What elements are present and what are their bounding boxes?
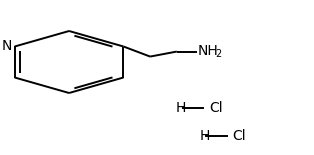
Text: 2: 2: [215, 49, 222, 59]
Text: H: H: [199, 129, 210, 143]
Text: H: H: [176, 102, 186, 115]
Text: Cl: Cl: [232, 129, 246, 143]
Text: NH: NH: [198, 44, 219, 58]
Text: N: N: [2, 39, 12, 53]
Text: Cl: Cl: [209, 102, 222, 115]
